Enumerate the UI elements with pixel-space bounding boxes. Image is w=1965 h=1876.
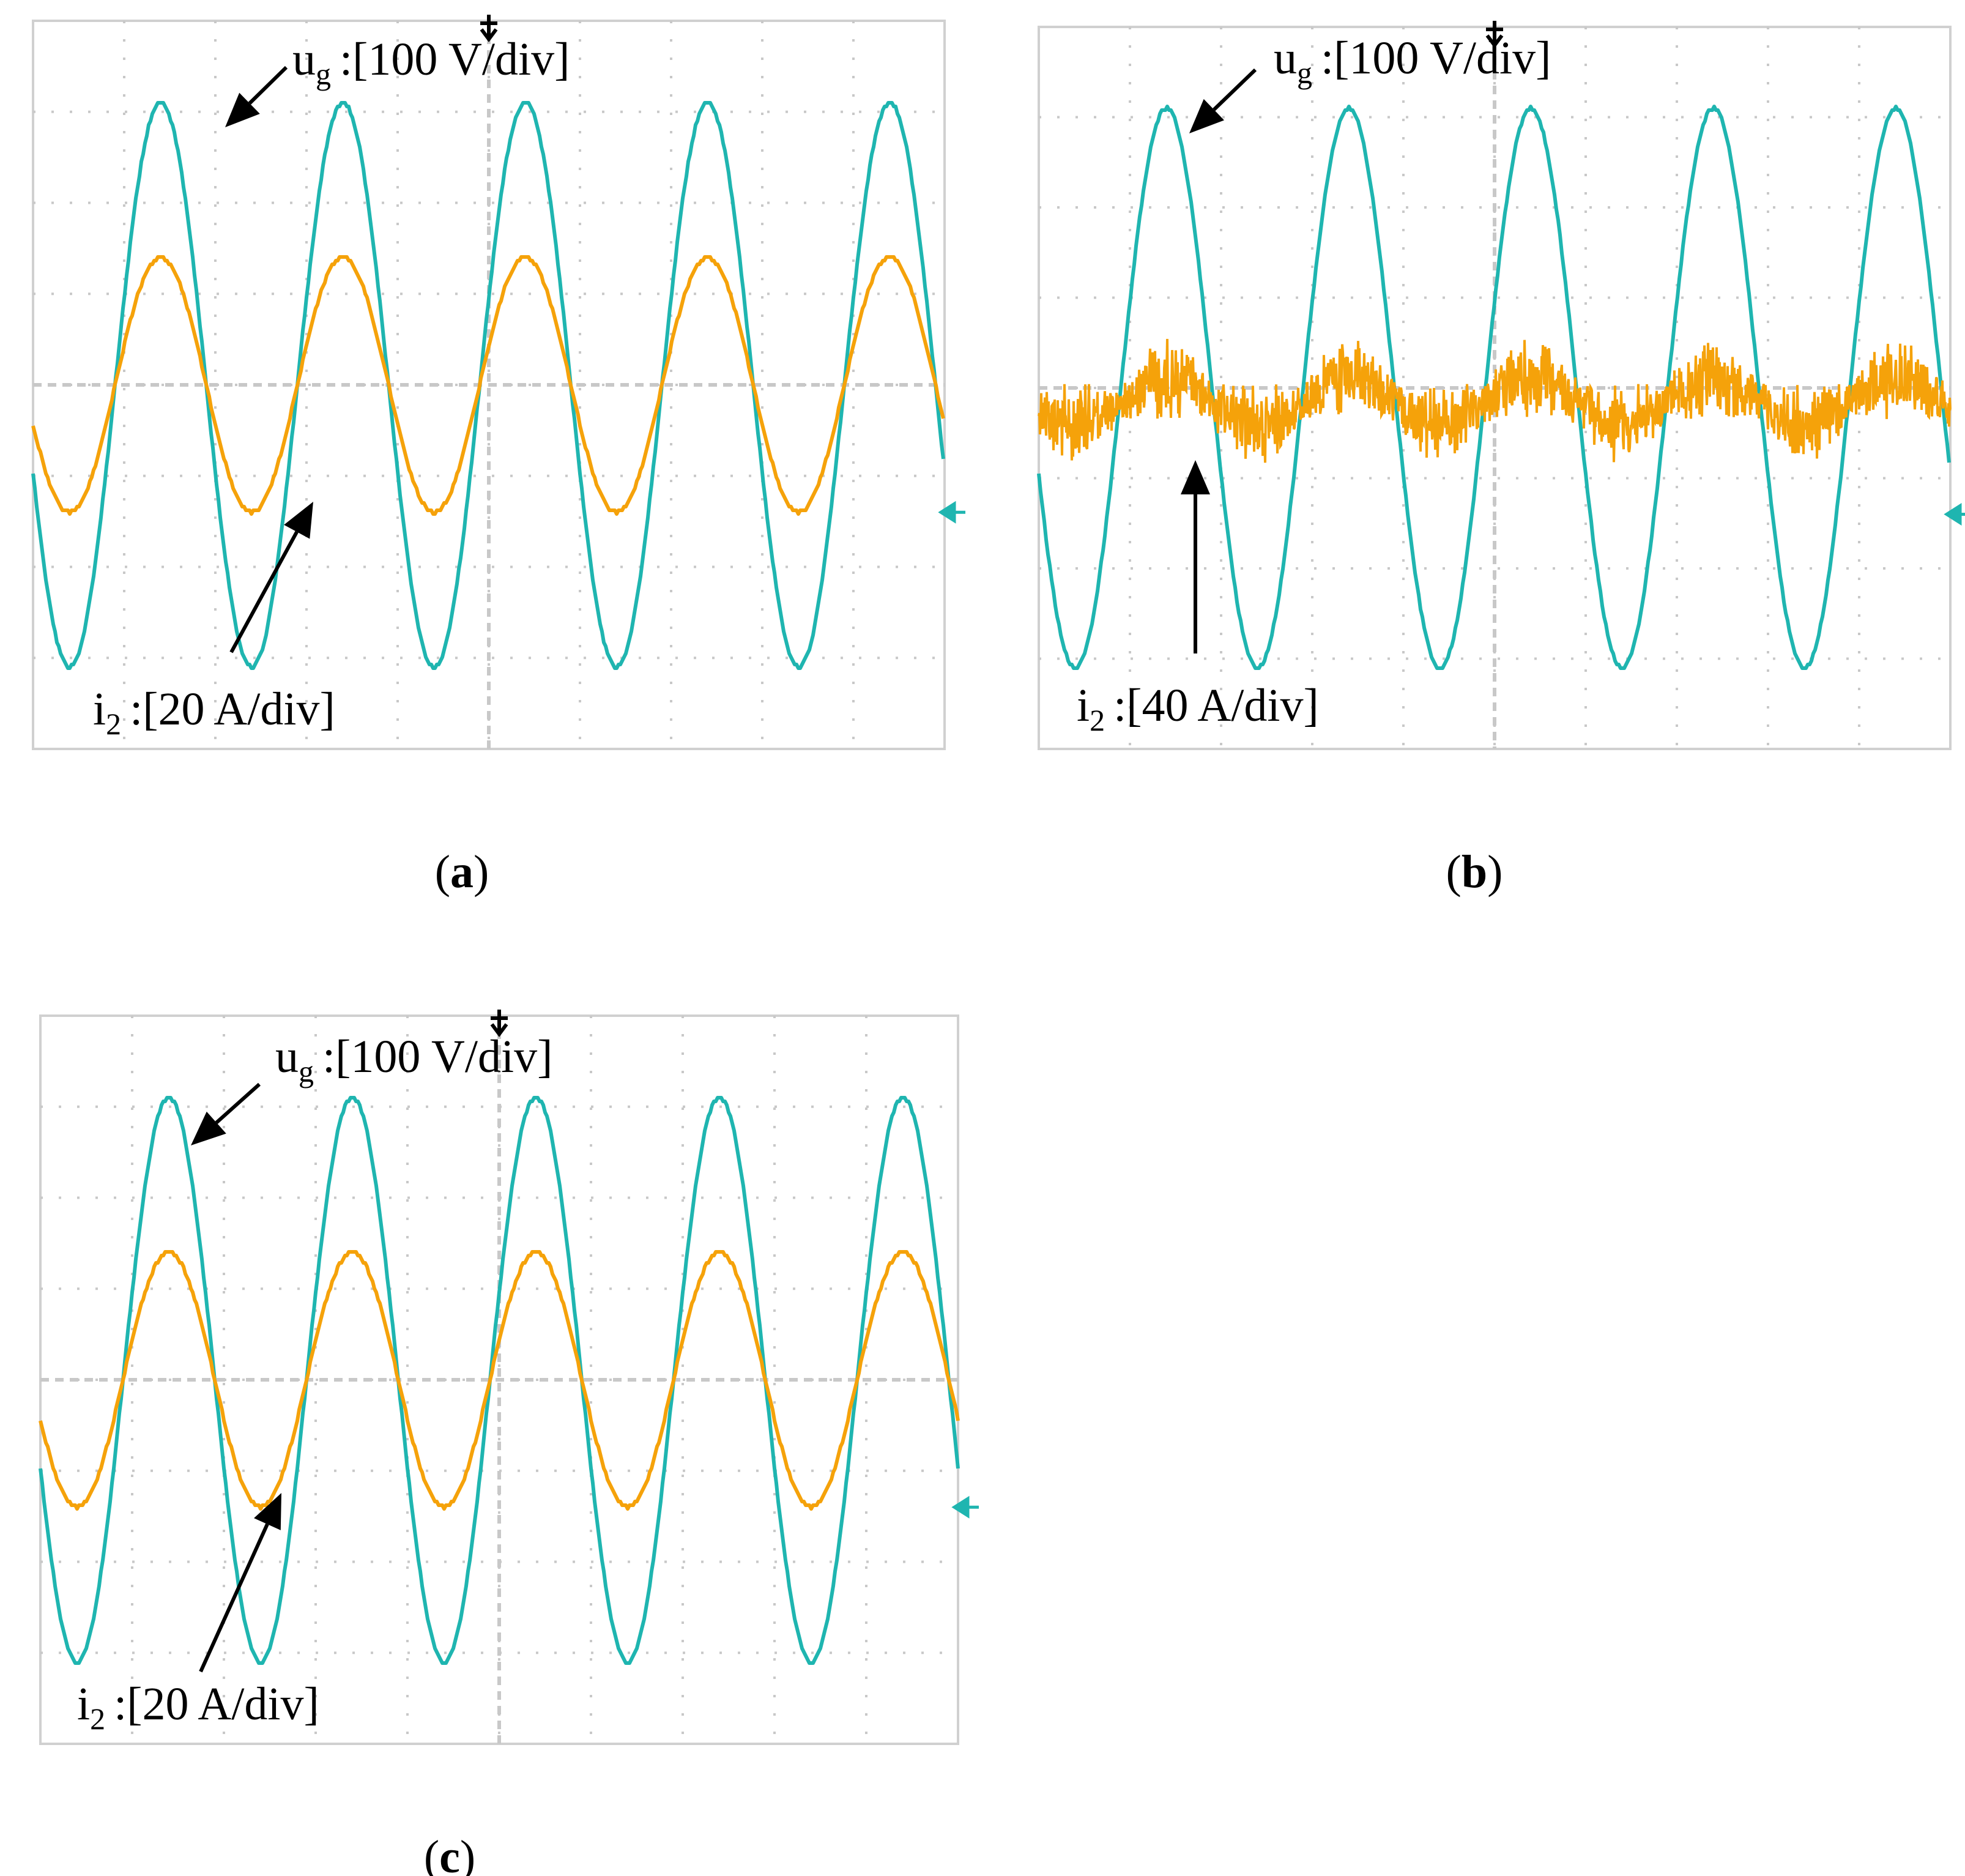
- label-subscript: 2: [90, 1702, 105, 1736]
- arrow-head-icon: [1181, 460, 1210, 494]
- label-scale: :[100 V/div]: [322, 1031, 552, 1082]
- label-ug: ug :[100 V/div]: [292, 34, 570, 91]
- trace-i2: [39, 1250, 960, 1511]
- caption-paren: (: [1446, 846, 1462, 898]
- arrow-head-icon: [191, 1111, 226, 1145]
- annotation-arrow-i2: [199, 1523, 269, 1673]
- label-symbol: u: [1274, 32, 1297, 84]
- label-scale: :[100 V/div]: [1321, 32, 1551, 84]
- caption-letter: c: [439, 1831, 460, 1876]
- label-subscript: g: [316, 57, 331, 91]
- caption-paren: (: [435, 846, 450, 898]
- annotation-arrow-i2: [229, 530, 299, 653]
- label-i2: i2 :[20 A/div]: [93, 683, 335, 741]
- label-symbol: u: [292, 34, 316, 85]
- label-scale: :[100 V/div]: [340, 34, 570, 85]
- trace-ug: [31, 101, 945, 670]
- label-symbol: i: [77, 1678, 90, 1730]
- panel-caption-c: (c): [424, 1831, 475, 1876]
- arrow-head-icon: [225, 92, 260, 127]
- caption-paren: ): [460, 1831, 475, 1876]
- trace-ug: [1037, 105, 1951, 670]
- trace-ug: [39, 1096, 960, 1665]
- label-subscript: g: [299, 1054, 314, 1089]
- label-scale: :[40 A/div]: [1113, 680, 1319, 731]
- label-ug: ug:[100 V/div]: [275, 1031, 552, 1089]
- label-symbol: u: [275, 1031, 299, 1082]
- label-scale: :[20 A/div]: [114, 1678, 319, 1730]
- caption-paren: (: [424, 1831, 439, 1876]
- arrow-head-icon: [1189, 99, 1224, 133]
- caption-letter: b: [1462, 846, 1487, 898]
- trigger-marker-icon: [1485, 21, 1504, 48]
- caption-letter: a: [450, 846, 474, 898]
- trace-i2: [1038, 338, 1952, 463]
- panel-caption-b: (b): [1446, 846, 1503, 898]
- caption-paren: ): [474, 846, 489, 898]
- trigger-marker-icon: [490, 1010, 508, 1037]
- label-scale: :[20 A/div]: [130, 683, 335, 735]
- label-i2: i2 :[20 A/div]: [77, 1678, 319, 1736]
- panel-b: ug :[100 V/div] i2:[40 A/div]: [1037, 21, 1965, 750]
- ground-level-marker-icon: [1944, 502, 1965, 526]
- annotation-arrow-ug: [215, 1082, 261, 1124]
- ground-level-marker-icon: [938, 501, 965, 524]
- arrow-head-icon: [284, 502, 313, 539]
- label-subscript: 2: [106, 707, 121, 741]
- panel-a: ug :[100 V/div] i2 :[20 A/div]: [31, 15, 965, 750]
- ground-level-marker-icon: [951, 1495, 979, 1519]
- trigger-marker-icon: [480, 15, 498, 42]
- label-subscript: g: [1297, 56, 1312, 90]
- annotation-arrow-ug: [248, 65, 288, 105]
- panel-caption-a: (a): [435, 846, 489, 898]
- caption-paren: ): [1487, 846, 1503, 898]
- panel-c: ug:[100 V/div] i2 :[20 A/div]: [39, 1010, 979, 1745]
- label-symbol: i: [1077, 680, 1090, 731]
- label-i2: i2:[40 A/div]: [1077, 680, 1319, 737]
- label-ug: ug :[100 V/div]: [1274, 32, 1551, 90]
- trace-i2: [31, 255, 945, 516]
- label-symbol: i: [93, 683, 106, 735]
- label-subscript: 2: [1090, 703, 1105, 737]
- annotation-arrow-ug: [1213, 68, 1257, 111]
- arrow-head-icon: [254, 1493, 281, 1530]
